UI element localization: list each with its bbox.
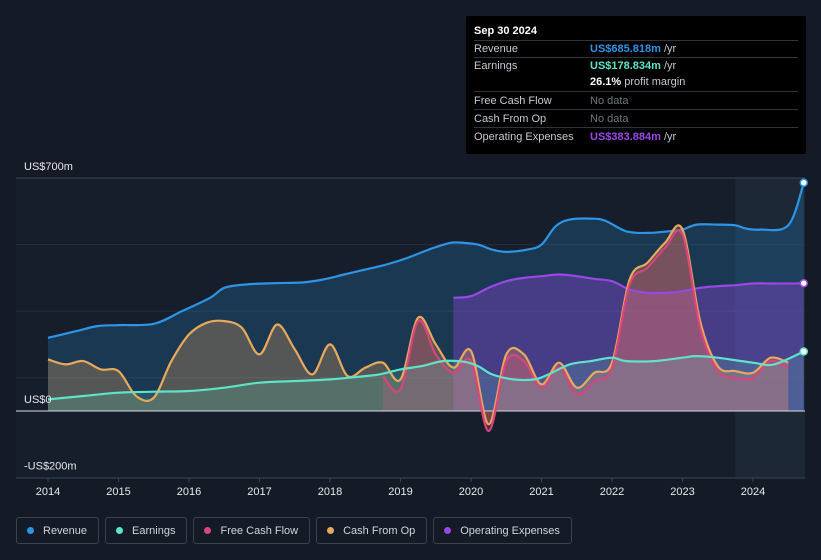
operating-expenses-end-point xyxy=(799,278,809,288)
legend-item-earnings[interactable]: Earnings xyxy=(105,517,188,544)
revenue-end-point xyxy=(799,178,809,187)
tooltip-label: Free Cash Flow xyxy=(474,94,552,107)
x-tick-label: 2023 xyxy=(670,486,694,498)
legend-item-free-cash-flow[interactable]: Free Cash Flow xyxy=(193,517,311,544)
earnings-end-point xyxy=(799,347,809,356)
tooltip-label: Cash From Op xyxy=(474,112,547,125)
x-tick-label: 2019 xyxy=(388,486,412,498)
tooltip-label: Revenue xyxy=(474,43,519,55)
tooltip-revenue-value: US$685.818m xyxy=(590,43,661,55)
revenue-dot-icon xyxy=(27,527,34,534)
x-tick-label: 2014 xyxy=(36,486,60,498)
x-tick-label: 2020 xyxy=(459,486,483,498)
y-tick-label: US$700m xyxy=(24,161,73,173)
free-cash-flow-area xyxy=(382,230,789,431)
cash-from-op-area xyxy=(48,225,789,425)
earnings-line xyxy=(47,350,805,401)
legend-label: Earnings xyxy=(132,524,176,537)
tooltip-unit: /yr xyxy=(663,60,677,72)
tooltip-row-margin: 26.1% profit margin xyxy=(474,74,798,91)
free-cash-flow-line xyxy=(382,229,789,433)
legend-item-cash-from-op[interactable]: Cash From Op xyxy=(316,517,428,544)
x-tick-label: 2022 xyxy=(600,486,624,498)
tooltip-date: Sep 30 2024 xyxy=(474,25,537,37)
legend-item-operating-expenses[interactable]: Operating Expenses xyxy=(433,517,572,544)
earnings-area xyxy=(48,351,804,411)
x-tick-label: 2016 xyxy=(177,486,201,498)
legend-label: Operating Expenses xyxy=(460,524,560,537)
legend-item-revenue[interactable]: Revenue xyxy=(16,517,100,544)
tooltip-row-fcf: Free Cash Flow No data xyxy=(474,91,798,109)
legend-label: Revenue xyxy=(43,524,88,537)
legend-label: Cash From Op xyxy=(343,524,416,537)
tooltip-opex-value: US$383.884m xyxy=(590,130,661,143)
tooltip-label: Earnings xyxy=(474,60,518,72)
tooltip-panel: Sep 30 2024 Revenue US$685.818m /yr Earn… xyxy=(466,16,806,154)
x-tick-label: 2015 xyxy=(106,486,130,498)
tooltip-cfo-value: No data xyxy=(590,112,629,125)
tooltip-fcf-value: No data xyxy=(590,94,629,107)
cash-from-op-dot-icon xyxy=(327,527,335,534)
operating-expenses-dot-icon xyxy=(444,527,452,534)
x-tick-label: 2021 xyxy=(529,486,553,498)
y-tick-label: -US$200m xyxy=(24,461,77,473)
earnings-dot-icon xyxy=(116,527,124,534)
legend-label: Free Cash Flow xyxy=(220,524,299,537)
tooltip-margin-text: profit margin xyxy=(624,76,686,88)
tooltip-label: Operating Expenses xyxy=(474,130,574,143)
cash-from-op-line xyxy=(47,224,789,426)
tooltip-earnings-value: US$178.834m xyxy=(590,60,661,72)
x-tick-label: 2024 xyxy=(741,486,765,498)
tooltip-row-opex: Operating Expenses US$383.884m /yr xyxy=(474,127,798,145)
tooltip-row-revenue: Revenue US$685.818m /yr xyxy=(474,40,798,57)
tooltip-row-cfo: Cash From Op No data xyxy=(474,109,798,127)
tooltip-margin-value: 26.1% xyxy=(590,76,622,88)
y-tick-label: US$0 xyxy=(24,394,52,406)
x-tick-label: 2017 xyxy=(247,486,271,498)
tooltip-unit: /yr xyxy=(663,130,677,143)
tooltip-row-earnings: Earnings US$178.834m /yr xyxy=(474,57,798,74)
operating-expenses-line xyxy=(453,273,804,299)
tooltip-unit: /yr xyxy=(663,43,677,55)
legend: Revenue Earnings Free Cash Flow Cash Fro… xyxy=(16,517,572,544)
x-tick-label: 2018 xyxy=(318,486,342,498)
revenue-line xyxy=(47,182,805,339)
free-cash-flow-dot-icon xyxy=(204,527,212,534)
